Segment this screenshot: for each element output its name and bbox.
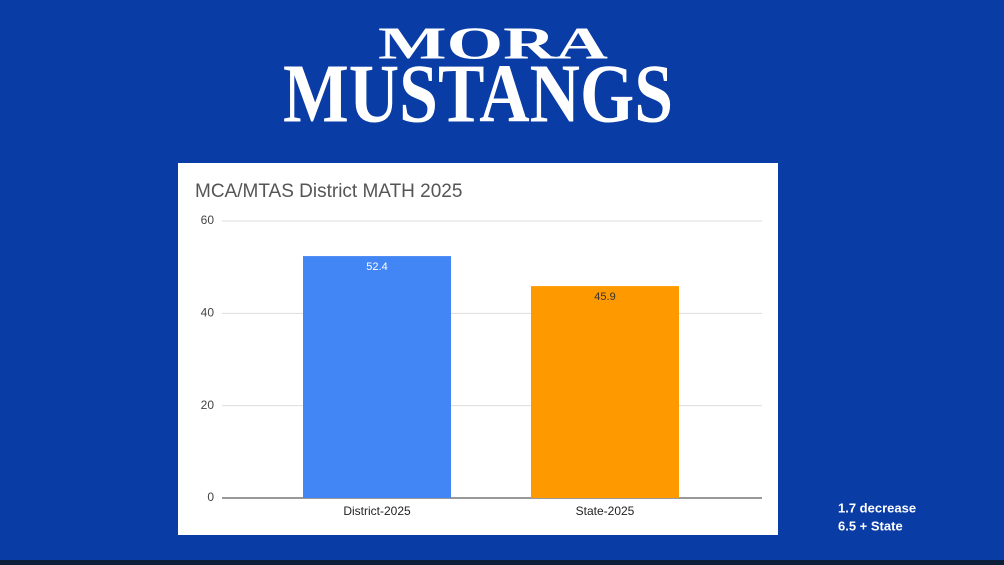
- x-tick-label: District-2025: [343, 504, 411, 518]
- chart-panel: [178, 163, 778, 535]
- y-tick-label: 60: [201, 213, 215, 227]
- data-label: 45.9: [594, 291, 615, 303]
- x-tick-label: State-2025: [576, 504, 635, 518]
- note: 1.7 decrease: [838, 500, 916, 515]
- y-tick-label: 40: [201, 306, 215, 320]
- y-tick-label: 20: [201, 398, 215, 412]
- y-tick-label: 0: [207, 490, 214, 504]
- chart-title: MCA/MTAS District MATH 2025: [195, 181, 462, 202]
- data-label: 52.4: [366, 261, 387, 273]
- bottom-strip: [0, 560, 1004, 565]
- logo-line1: MORA: [378, 18, 608, 69]
- logo-line2: MUSTANGS: [283, 47, 673, 140]
- bar: [303, 256, 451, 498]
- note: 6.5 + State: [838, 518, 903, 533]
- bar: [531, 286, 679, 498]
